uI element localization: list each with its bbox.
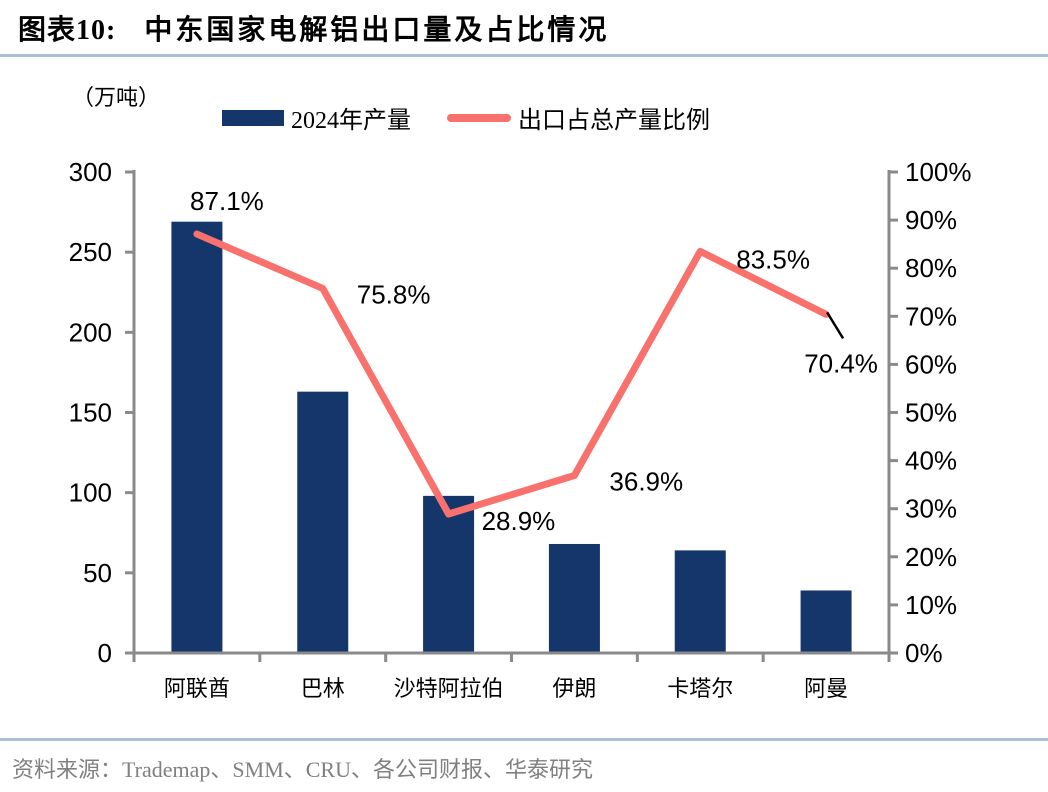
figure-title: 图表10: 中东国家电解铝出口量及占比情况 (18, 8, 609, 48)
left-axis-tick-label: 50 (83, 558, 112, 588)
line-value-label: 87.1% (190, 186, 264, 216)
x-axis-category-label: 巴林 (301, 676, 345, 701)
x-axis-category-label: 卡塔尔 (667, 676, 733, 701)
line-series (193, 230, 830, 518)
bar-5 (800, 590, 852, 653)
line-series-swatch (447, 113, 511, 122)
left-axis-unit-label: （万吨） (72, 85, 161, 110)
right-axis-tick-label: 60% (905, 349, 957, 379)
right-axis-tick-label: 100% (905, 157, 972, 187)
bar-series-label: 2024年产量 (291, 108, 411, 134)
legend-item-line: 出口占总产量比例 (447, 100, 710, 135)
bar-2 (423, 495, 475, 653)
right-axis-tick-label: 0% (905, 638, 943, 668)
right-axis-tick-label: 80% (905, 253, 957, 283)
line-series-label: 出口占总产量比例 (518, 108, 710, 134)
left-axis-tick-label: 150 (69, 398, 112, 428)
bar-1 (297, 391, 349, 653)
x-axis-category-label: 阿曼 (804, 676, 848, 701)
x-axis-category-label: 沙特阿拉伯 (394, 676, 504, 701)
line-value-label: 83.5% (736, 244, 810, 274)
legend-item-bar: 2024年产量 (222, 100, 411, 135)
combo-chart: 0 50 100 150 200 250 300 0% 10% 20% 30% 40% 50% 60% 70… (69, 157, 972, 701)
left-axis-tick-label: 100 (69, 478, 112, 508)
line-value-label: 28.9% (482, 506, 556, 536)
title-divider (0, 54, 1048, 57)
left-axis-tick-label: 200 (69, 317, 112, 347)
x-axis-category-label: 伊朗 (552, 676, 596, 701)
chart-legend: 2024年产量 出口占总产量比例 (222, 100, 710, 135)
bar-4 (674, 550, 726, 653)
bar-0 (171, 221, 223, 653)
right-axis-tick-label: 50% (905, 398, 957, 428)
line-value-label: 36.9% (609, 467, 683, 497)
figure-number: 图表10: (18, 15, 117, 46)
left-axis-tick-label: 250 (69, 237, 112, 267)
right-axis-tick-label: 30% (905, 494, 957, 524)
source-line: 资料来源：Trademap、SMM、CRU、各公司财报、华泰研究 (12, 757, 593, 782)
bar-3 (548, 543, 600, 653)
bar-series-swatch (222, 109, 284, 126)
right-axis-tick-label: 90% (905, 205, 957, 235)
label-leader-line (826, 311, 845, 340)
line-value-label: 70.4% (804, 348, 878, 378)
right-axis-tick-label: 70% (905, 301, 957, 331)
left-axis-tick-label: 0 (98, 638, 112, 668)
right-axis-tick-label: 40% (905, 446, 957, 476)
line-value-label: 75.8% (357, 279, 431, 309)
left-axis-tick-label: 300 (69, 157, 112, 187)
right-axis-tick-label: 10% (905, 590, 957, 620)
figure-title-text: 中东国家电解铝出口量及占比情况 (144, 15, 610, 46)
footer-divider (0, 738, 1048, 741)
x-axis-category-label: 阿联酋 (164, 676, 230, 701)
right-axis-tick-label: 20% (905, 542, 957, 572)
